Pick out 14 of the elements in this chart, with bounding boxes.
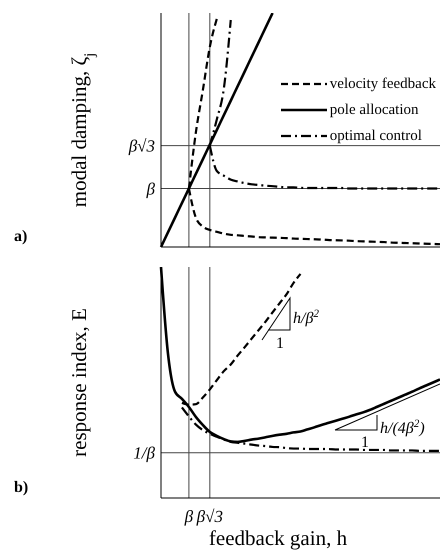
legend-label: velocity feedback xyxy=(330,76,436,92)
annotation: 1 xyxy=(276,335,284,352)
ref-line-label: β√3 xyxy=(128,136,155,156)
legend-label: optimal control xyxy=(330,128,422,144)
y-axis-title: response index, E xyxy=(67,308,91,457)
text: b) xyxy=(14,479,28,496)
ref-line-label: β xyxy=(146,180,156,198)
text: a) xyxy=(14,228,28,245)
annotation: h/(4β$^{2}$) xyxy=(380,418,425,437)
annotation: h/β$^{2}$ xyxy=(293,308,320,327)
annotation: 1 xyxy=(361,434,369,451)
legend-label: pole allocation xyxy=(330,102,419,118)
ref-line-label: 1/β xyxy=(133,444,156,463)
x-axis-title: feedback gain, h xyxy=(208,526,348,550)
